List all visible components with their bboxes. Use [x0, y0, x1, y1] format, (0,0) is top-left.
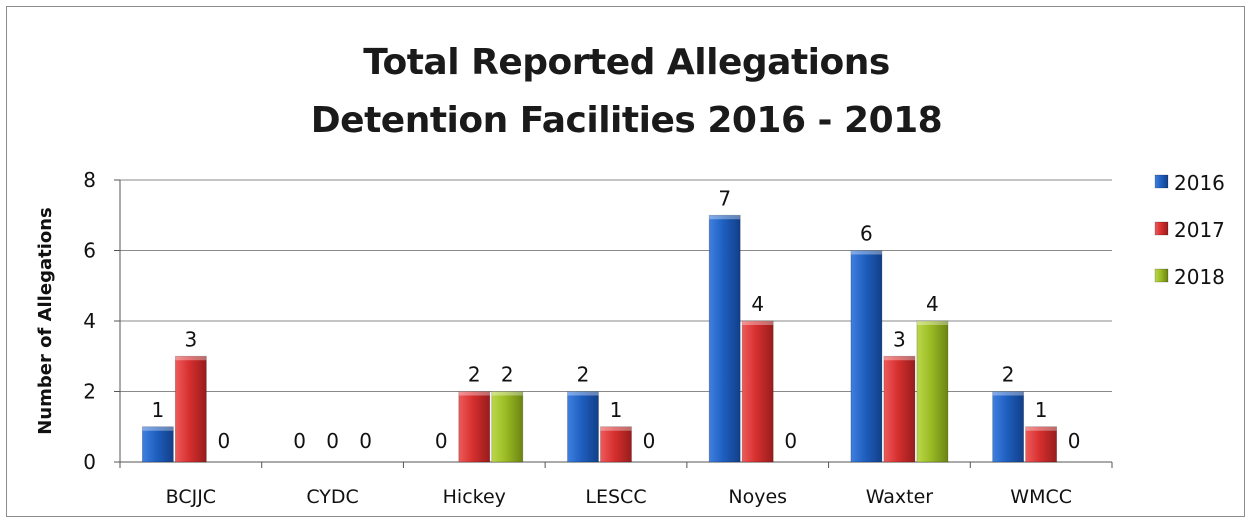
chart-title-line2: Detention Facilities 2016 - 2018: [310, 100, 943, 141]
data-label-2016-Hickey: 0: [435, 429, 448, 453]
data-label-2018-CYDC: 0: [359, 429, 372, 453]
data-label-2017-BCJJC: 3: [184, 327, 197, 351]
data-label-2018-Waxter: 4: [926, 292, 939, 316]
axes: 0 2 4 6 8 Number of Allegations BCJJC CYDC Hicke…: [35, 168, 1113, 508]
data-label-2016-CYDC: 0: [293, 429, 306, 453]
bar-top-highlight: [458, 391, 490, 396]
data-label-2017-Noyes: 4: [751, 292, 764, 316]
data-label-2016-Waxter: 6: [860, 222, 873, 246]
data-label-2018-BCJJC: 0: [217, 429, 230, 453]
data-label-2018-LESCC: 0: [643, 429, 656, 453]
x-category-label: CYDC: [306, 486, 358, 508]
data-label-2016-BCJJC: 1: [151, 398, 164, 422]
y-tick-label: 8: [83, 168, 96, 192]
bar-2017-LESCC: [600, 426, 632, 463]
data-label-2016-WMCC: 2: [1002, 363, 1015, 387]
bars: [141, 214, 1058, 463]
x-category-label: Waxter: [866, 486, 934, 508]
bar-top-highlight: [742, 321, 774, 325]
gridlines: [120, 179, 1112, 392]
y-tick-label: 2: [83, 380, 96, 404]
data-label-2018-WMCC: 0: [1068, 429, 1081, 453]
data-label-2017-Hickey: 2: [468, 363, 481, 387]
bar-top-highlight: [883, 356, 915, 361]
chart-title-line1: Total Reported Allegations: [363, 42, 890, 83]
legend-swatch-2017: [1154, 221, 1169, 236]
bar-2016-Noyes: [708, 214, 741, 463]
data-label-2017-CYDC: 0: [326, 429, 339, 453]
bar-top-highlight: [175, 356, 207, 361]
bar-top-highlight: [491, 391, 523, 396]
legend-label-2017: 2017: [1174, 218, 1225, 242]
bar-top-highlight: [850, 250, 882, 255]
data-label-2017-LESCC: 1: [610, 398, 623, 422]
bar-top-highlight: [600, 426, 632, 431]
y-tick-label: 6: [83, 239, 96, 263]
bar-2016-Waxter: [850, 250, 883, 463]
legend-swatch-2018: [1154, 268, 1169, 283]
legend-swatch-2016: [1154, 174, 1169, 189]
bar-2017-Noyes: [741, 320, 774, 463]
data-label-2017-Waxter: 3: [893, 327, 906, 351]
chart-title: Total Reported Allegations Detention Fac…: [0, 34, 1253, 150]
bar-2017-Waxter: [883, 355, 916, 463]
bar-2016-WMCC: [992, 391, 1025, 463]
x-category-label: BCJJC: [166, 486, 216, 508]
y-tick-label: 0: [83, 450, 96, 474]
bar-2018-Waxter: [916, 320, 949, 463]
bar-2017-WMCC: [1025, 426, 1058, 463]
bar-2016-LESCC: [567, 391, 599, 463]
y-axis-label: Number of Allegations: [35, 207, 56, 435]
data-label-2018-Hickey: 2: [501, 363, 514, 387]
bar-top-highlight: [992, 391, 1024, 396]
data-label-2016-Noyes: 7: [718, 186, 731, 210]
data-label-2017-WMCC: 1: [1035, 398, 1048, 422]
data-label-2016-LESCC: 2: [577, 363, 590, 387]
x-category-label: Noyes: [728, 486, 787, 508]
bar-top-highlight: [916, 321, 948, 325]
legend-label-2016: 2016: [1174, 171, 1225, 195]
bar-top-highlight: [709, 215, 741, 220]
legend-label-2018: 2018: [1174, 265, 1225, 289]
x-category-label: WMCC: [1010, 486, 1072, 508]
y-tick-label: 4: [83, 309, 96, 333]
bar-2017-BCJJC: [174, 355, 207, 463]
bar-top-highlight: [567, 391, 599, 396]
bar-top-highlight: [1025, 426, 1057, 431]
bar-2018-Hickey: [491, 391, 524, 463]
legend: 2016 2017 2018: [1154, 171, 1225, 289]
bar-top-highlight: [142, 426, 174, 431]
x-category-label: Hickey: [443, 486, 506, 508]
bar-2016-BCJJC: [141, 426, 174, 463]
data-label-2018-Noyes: 0: [784, 429, 797, 453]
bar-2017-Hickey: [458, 391, 491, 463]
x-category-label: LESCC: [585, 486, 646, 508]
